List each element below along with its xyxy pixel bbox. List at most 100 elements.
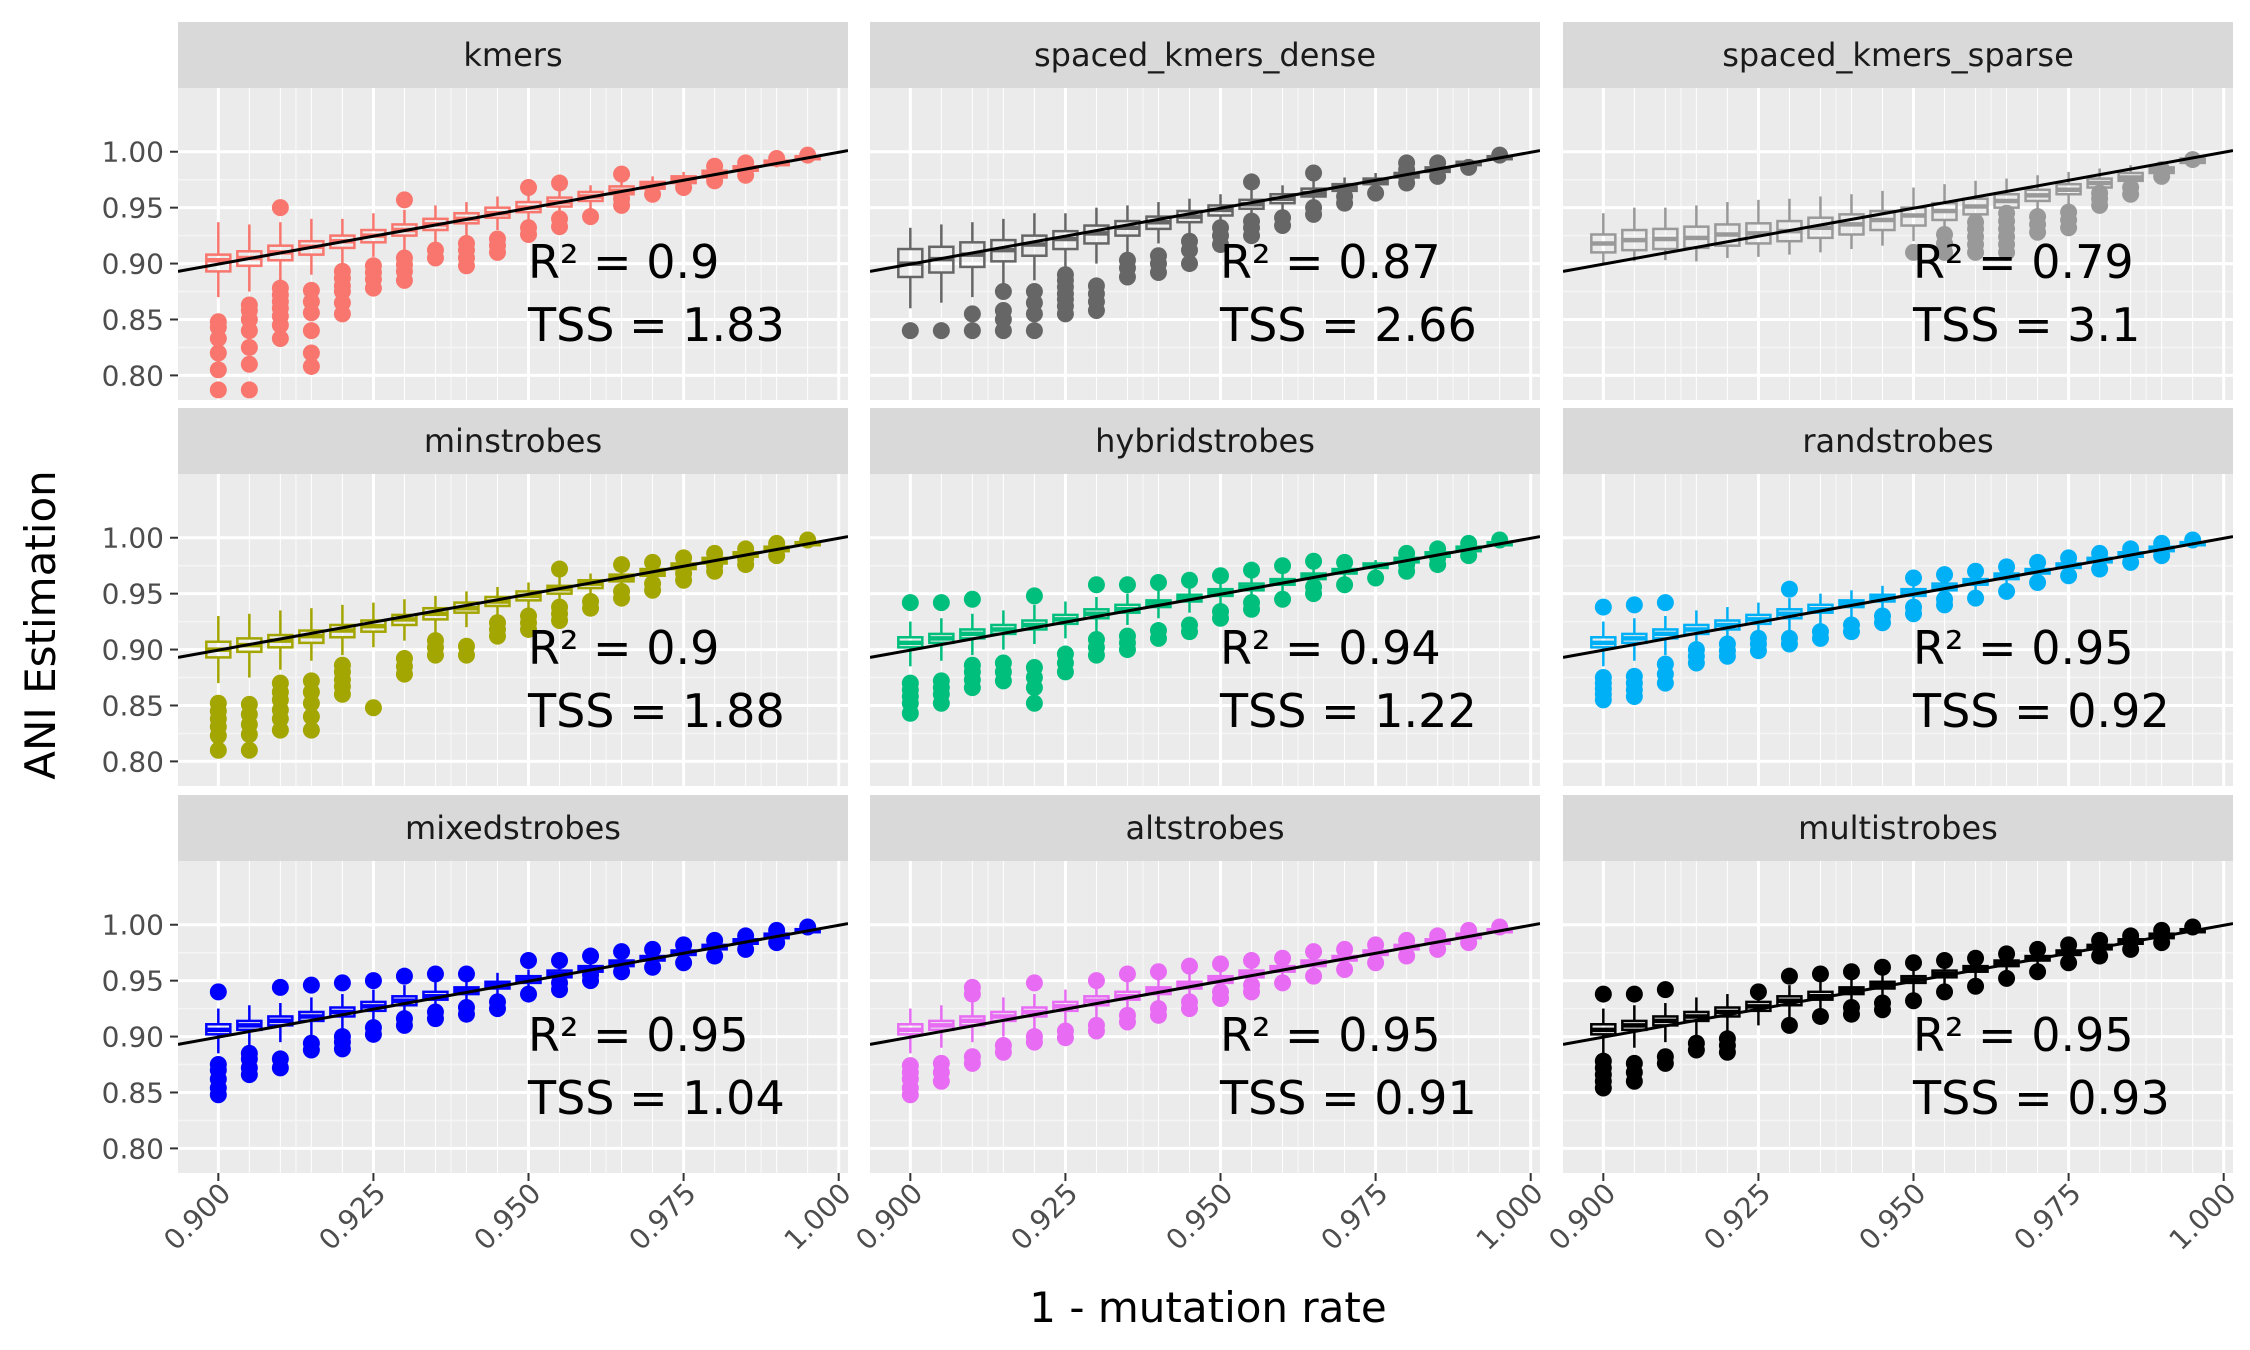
x-tick-label: 1.000 [2163, 1177, 2243, 1257]
outlier-point [302, 322, 320, 340]
y-tick-label: 1.00 [102, 136, 164, 169]
regression-line [178, 922, 848, 1046]
boxplot [928, 1005, 955, 1090]
outlier-point [613, 963, 631, 981]
outlier-point [395, 1010, 413, 1028]
outlier-point [1687, 1034, 1705, 1052]
outlier-point [1243, 561, 1261, 579]
outlier-point [1243, 173, 1261, 191]
outlier-point [457, 637, 475, 655]
outlier-point [240, 355, 258, 373]
outlier-point [1594, 598, 1612, 616]
tss-label: TSS = 2.66 [1219, 298, 1477, 352]
outlier-point [457, 234, 475, 252]
outlier-point [395, 191, 413, 209]
outlier-point [1305, 943, 1323, 961]
outlier-point [1594, 985, 1612, 1003]
facet-strip [1563, 22, 2233, 88]
regression-line [1563, 535, 2233, 659]
outlier-point [2060, 549, 2078, 567]
panel-data-layer [178, 531, 848, 759]
outlier-point [240, 741, 258, 759]
outlier-point [426, 965, 444, 983]
outlier-point [932, 322, 950, 340]
outlier-point [1025, 694, 1043, 712]
outlier-point [799, 146, 817, 164]
outlier-point [1594, 1052, 1612, 1070]
outlier-point [1149, 622, 1167, 640]
outlier-point [520, 179, 538, 197]
r-squared-label: R² = 0.87 [1220, 235, 1441, 289]
boxplot [298, 218, 325, 375]
outlier-point [1274, 557, 1292, 575]
outlier-point [1998, 204, 2016, 222]
x-tick-label: 1.000 [778, 1177, 858, 1257]
r-squared-label: R² = 0.9 [528, 621, 719, 675]
outlier-point [1305, 578, 1323, 596]
x-tick-label: 0.975 [623, 1177, 703, 1257]
x-tick-label: 1.000 [1470, 1177, 1550, 1257]
y-tick-label: 1.00 [102, 522, 164, 555]
outlier-point [1056, 645, 1074, 663]
boxplot [1962, 180, 1989, 261]
outlier-point [1087, 972, 1105, 990]
outlier-point [1656, 1048, 1674, 1066]
outlier-point [1998, 969, 2016, 987]
outlier-point [1967, 213, 1985, 231]
boxplot [1300, 164, 1327, 223]
boxplot [1652, 981, 1679, 1072]
boxplot [1993, 945, 2020, 987]
outlier-point [209, 381, 227, 399]
facet-strip-label: hybridstrobes [1095, 422, 1315, 460]
outlier-point [1336, 940, 1354, 958]
boxplot [205, 222, 232, 399]
boxplot [1021, 974, 1048, 1051]
outlier-point [1180, 957, 1198, 975]
outlier-point [932, 1054, 950, 1072]
outlier-point [963, 322, 981, 340]
facet-strip-label: multistrobes [1798, 809, 1998, 847]
outlier-point [1842, 616, 1860, 634]
boxplot [1590, 985, 1617, 1097]
tss-label: TSS = 0.92 [1912, 684, 2170, 738]
outlier-point [209, 344, 227, 362]
outlier-point [1212, 983, 1230, 1001]
outlier-point [240, 338, 258, 356]
r-squared-label: R² = 0.95 [1913, 1008, 2134, 1062]
outlier-point [271, 674, 289, 692]
outlier-point [1905, 243, 1923, 261]
x-tick-label: 0.925 [1004, 1177, 1084, 1257]
outlier-point [1873, 994, 1891, 1012]
outlier-point [395, 249, 413, 267]
facet-strip [1563, 795, 2233, 861]
outlier-point [1811, 1007, 1829, 1025]
outlier-point [613, 582, 631, 600]
outlier-point [1936, 566, 1954, 584]
outlier-point [1811, 965, 1829, 983]
facet-panel-hybridstrobes: hybridstrobes R² = 0.94 TSS = 1.22 [870, 408, 1540, 786]
outlier-point [1398, 931, 1416, 949]
facet-panel-spaced_kmers_dense: spaced_kmers_dense R² = 0.87 TSS = 2.66 [870, 22, 1540, 400]
panel-data-layer [1563, 149, 2233, 273]
outlier-point [520, 219, 538, 237]
outlier-point [1056, 1022, 1074, 1040]
outlier-point [1687, 641, 1705, 659]
y-tick-label: 1.00 [102, 909, 164, 942]
boxplot [298, 608, 325, 739]
panel-data-layer [870, 146, 1540, 340]
boxplot [1714, 202, 1741, 258]
outlier-point [1025, 283, 1043, 301]
outlier-point [2091, 184, 2109, 202]
panel-background [178, 474, 848, 786]
outlier-point [675, 565, 693, 583]
outlier-point [1398, 544, 1416, 562]
outlier-point [1656, 594, 1674, 612]
outlier-point [1274, 209, 1292, 227]
outlier-point [209, 983, 227, 1001]
outlier-point [271, 279, 289, 297]
boxplot [1145, 202, 1172, 282]
outlier-point [1025, 974, 1043, 992]
boxplot [1238, 173, 1265, 245]
outlier-point [1305, 552, 1323, 570]
outlier-point [1594, 669, 1612, 687]
